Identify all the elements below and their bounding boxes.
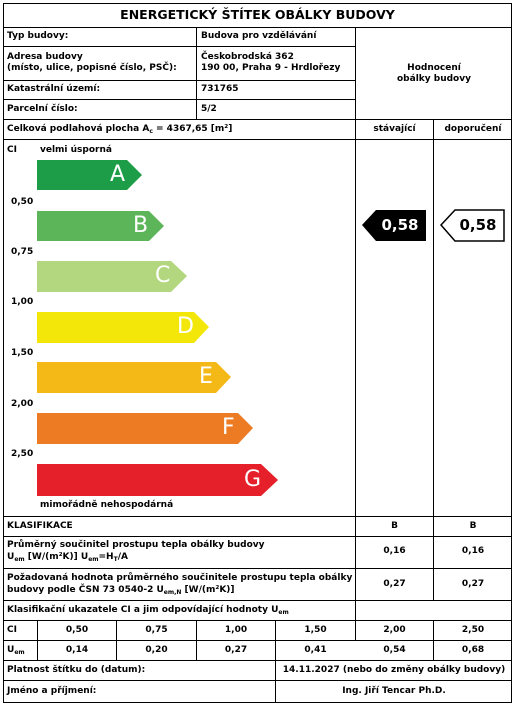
divider: [355, 27, 356, 640]
divider: [433, 119, 434, 600]
building-type-label: Typ budovy:: [7, 31, 69, 41]
page-title: ENERGETICKÝ ŠTÍTEK OBÁLKY BUDOVY: [120, 7, 395, 22]
uem-formula: Uem [W/(m²K)] Uem=HT/A: [7, 552, 128, 563]
threshold-label: 0,75: [11, 247, 34, 257]
ci-value: 1,00: [224, 625, 248, 635]
address-label: Adresa budovy: [7, 52, 83, 62]
threshold-label: 2,00: [11, 399, 34, 409]
label-frame: [3, 3, 512, 703]
best-label: velmi úsporná: [40, 145, 112, 155]
divider: [3, 680, 512, 681]
divider: [196, 620, 197, 660]
uem-value: 0,41: [304, 645, 327, 655]
current-class: B: [391, 521, 398, 531]
worst-label: mimořádně nehospodárná: [40, 500, 174, 510]
uemn-standard: budovy podle ČSN 73 0540-2 Uem,N [W/(m²K…: [7, 585, 235, 596]
class-letter-b: B: [133, 213, 149, 238]
class-letter-a: A: [110, 162, 126, 187]
uem-value: 0,54: [383, 645, 406, 655]
address-value-detail: 190 00, Praha 9 - Hrdlořezy: [201, 63, 341, 73]
threshold-label: 1,00: [11, 297, 34, 307]
author-label: Jméno a příjmení:: [7, 686, 97, 696]
rating-header: Hodnocení: [407, 63, 461, 73]
floor-area: Celková podlahová plocha Ac = 4367,65 [m…: [7, 124, 233, 135]
class-letter-f: F: [222, 415, 235, 440]
threshold-label: 2,50: [11, 449, 34, 459]
divider: [3, 516, 512, 517]
rating-header-detail: obálky budovy: [397, 74, 471, 84]
threshold-label: 1,50: [11, 348, 34, 358]
class-letter-e: E: [199, 364, 213, 389]
classification-heading: KLASIFIKACE: [7, 521, 73, 531]
author-name: Ing. Jiří Tencar Ph.D.: [342, 686, 446, 696]
divider: [3, 640, 512, 641]
uem-value: 0,68: [461, 645, 485, 655]
parcel-label: Parcelní číslo:: [7, 104, 78, 114]
recommended-value-marker: [439, 209, 505, 242]
ci-value: 1,50: [304, 625, 327, 635]
class-letter-c: C: [155, 263, 171, 288]
uem-current: 0,16: [383, 546, 406, 556]
parcel-value: 5/2: [201, 104, 217, 114]
ci-value: 0,50: [65, 625, 89, 635]
divider: [3, 27, 512, 28]
divider: [3, 600, 512, 601]
divider: [196, 27, 197, 119]
uem-recommended: 0,16: [461, 546, 485, 556]
class-bar-d: [37, 312, 209, 343]
divider: [3, 46, 355, 47]
recommended-value: 0,58: [459, 216, 497, 234]
uem-value: 0,27: [224, 645, 248, 655]
threshold-label: 0,50: [11, 197, 34, 207]
divider: [37, 620, 38, 660]
ci-row-label: CI: [7, 625, 17, 635]
building-type-value: Budova pro vzdělávání: [201, 31, 317, 41]
ci-value: 2,50: [461, 625, 485, 635]
uem-label: Průměrný součinitel prostupu tepla obálk…: [7, 540, 265, 550]
class-bar-g: [37, 464, 278, 496]
ci-value: 2,00: [383, 625, 406, 635]
divider: [3, 119, 512, 120]
cadastre-value: 731765: [201, 84, 239, 94]
divider: [3, 568, 512, 569]
validity-label: Platnost štítku do (datum):: [7, 665, 146, 675]
class-bar-e: [37, 362, 231, 393]
recommended-class: B: [469, 521, 477, 531]
uemn-label: Požadovaná hodnota průměrného součinitel…: [7, 573, 353, 583]
class-bar-c: [37, 261, 187, 292]
current-value: 0,58: [381, 216, 419, 234]
divider: [3, 660, 512, 661]
divider: [3, 80, 355, 81]
uemn-current: 0,27: [383, 579, 406, 589]
class-bar-b: [37, 211, 164, 241]
class-bar-f: [37, 413, 253, 444]
current-value-marker: [362, 210, 426, 241]
divider: [275, 660, 276, 703]
divider: [3, 536, 512, 537]
uemn-recommended: 0,27: [461, 579, 485, 589]
ci-value: 0,75: [145, 625, 168, 635]
divider: [116, 620, 117, 660]
address-label-detail: (místo, ulice, popisné číslo, PSČ):: [7, 63, 177, 73]
cadastre-label: Katastrální území:: [7, 84, 101, 94]
divider: [433, 620, 434, 660]
class-bar-a: [37, 160, 142, 190]
divider: [275, 620, 276, 660]
ci-label: CI: [7, 145, 17, 155]
address-value: Českobrodská 362: [201, 52, 294, 62]
uem-value: 0,20: [145, 645, 168, 655]
class-letter-d: D: [177, 314, 194, 339]
divider: [3, 139, 512, 140]
uem-value: 0,14: [65, 645, 89, 655]
class-letter-g: G: [244, 467, 262, 492]
column-current: stávající: [373, 124, 416, 134]
column-recommended: doporučení: [444, 124, 502, 134]
divider: [3, 620, 512, 621]
validity-value: 14.11.2027 (nebo do změny obálky budovy): [282, 665, 506, 675]
indicators-heading: Klasifikační ukazatele CI a jim odpovída…: [7, 605, 289, 616]
uem-row-label: Uem: [7, 645, 25, 656]
divider: [3, 99, 355, 100]
